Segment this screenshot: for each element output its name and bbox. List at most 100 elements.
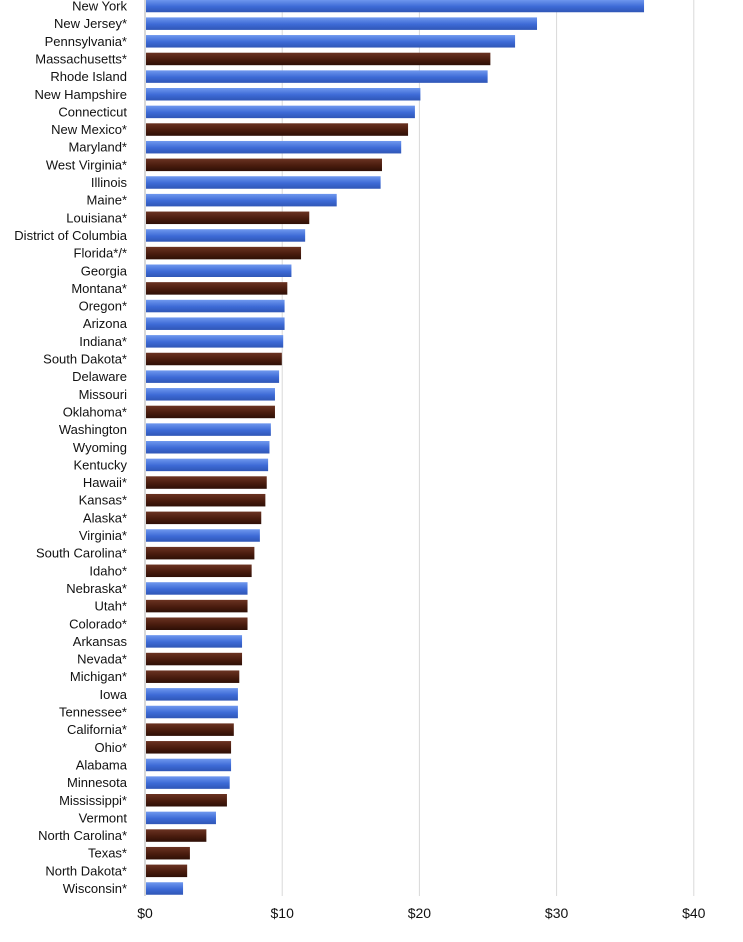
x-tick-label: $40 [682, 905, 706, 921]
bar [146, 370, 280, 383]
bar [146, 35, 516, 48]
category-label: Tennessee* [59, 705, 127, 720]
bar [146, 0, 645, 13]
bar [146, 741, 232, 754]
category-label: Hawaii* [83, 475, 127, 490]
bar [146, 140, 402, 154]
category-label: Virginia* [79, 528, 127, 543]
bar [146, 546, 255, 560]
bar [146, 193, 337, 207]
bar [146, 529, 260, 542]
bar [146, 105, 415, 119]
category-label: Kansas* [79, 493, 127, 508]
category-label: Idaho* [89, 563, 127, 578]
category-label: Missouri [79, 387, 128, 402]
category-label: Maine* [87, 193, 127, 208]
bar [146, 511, 262, 525]
x-axis-tick-labels: $0 $10 $20 $30 $40 [137, 905, 705, 921]
category-label: Utah* [94, 599, 127, 614]
bar [146, 582, 248, 595]
category-label: Illinois [91, 175, 128, 190]
category-label: Florida*/* [74, 246, 127, 261]
category-label: New Hampshire [35, 87, 127, 102]
category-label: Oregon* [79, 299, 127, 314]
category-label: Pennsylvania* [45, 34, 127, 49]
bar [146, 493, 266, 507]
bar [146, 423, 271, 436]
category-label: Louisiana* [66, 210, 127, 225]
category-label: South Carolina* [36, 546, 127, 561]
bar [146, 282, 288, 295]
bar [146, 299, 285, 313]
bar [146, 635, 243, 648]
category-label: Kentucky [74, 457, 128, 472]
bar [146, 352, 282, 366]
bar [146, 829, 207, 842]
category-label: Montana* [71, 281, 127, 296]
x-tick-label: $30 [545, 905, 569, 921]
bar [146, 123, 409, 136]
category-label: Connecticut [58, 104, 127, 119]
x-tick-label: $10 [271, 905, 295, 921]
category-label: Rhode Island [50, 69, 127, 84]
category-label: Arkansas [73, 634, 128, 649]
category-label: District of Columbia [14, 228, 127, 243]
category-label: Massachusetts* [35, 51, 127, 66]
bar [146, 776, 230, 789]
category-label: Nevada* [77, 652, 127, 667]
bar [146, 864, 188, 878]
bars [146, 0, 645, 895]
category-label: Georgia [81, 263, 128, 278]
x-tick-label: $0 [137, 905, 153, 921]
bar [146, 317, 285, 330]
bar [146, 564, 252, 578]
category-label: North Carolina* [38, 828, 127, 843]
bar [146, 458, 269, 472]
bar [146, 688, 238, 701]
category-label: Alaska* [83, 510, 127, 525]
bar [146, 211, 310, 225]
bar [146, 70, 488, 83]
category-label: California* [67, 722, 127, 737]
category-label: Wyoming [73, 440, 127, 455]
category-label: Michigan* [70, 669, 127, 684]
category-label: New York [72, 0, 127, 14]
category-label: Washington [59, 422, 127, 437]
bar [146, 794, 227, 807]
bar [146, 17, 538, 30]
category-label: Delaware [72, 369, 127, 384]
bar [146, 388, 275, 401]
bar [146, 476, 267, 489]
bar [146, 652, 243, 666]
bar [146, 88, 421, 101]
category-label: Alabama [76, 757, 128, 772]
category-label: Texas* [88, 846, 127, 861]
category-label: North Dakota* [45, 863, 127, 878]
category-label: Minnesota [67, 775, 128, 790]
category-label: Mississippi* [59, 793, 127, 808]
bar [146, 670, 240, 683]
bar [146, 246, 302, 260]
x-tick-label: $20 [408, 905, 432, 921]
category-label: South Dakota* [43, 352, 127, 367]
bar [146, 811, 216, 825]
bar [146, 158, 382, 172]
category-label: Indiana* [79, 334, 127, 349]
bar [146, 846, 190, 860]
bar [146, 176, 381, 189]
bar [146, 335, 284, 348]
category-label: Nebraska* [66, 581, 127, 596]
bar [146, 705, 238, 719]
category-label: Wisconsin* [63, 881, 127, 896]
category-label: Oklahoma* [63, 404, 127, 419]
bar [146, 882, 184, 895]
bar [146, 599, 248, 613]
bar [146, 264, 292, 277]
bar [146, 229, 306, 242]
bar [146, 617, 248, 630]
category-label: Iowa [100, 687, 128, 702]
category-label: Arizona [83, 316, 128, 331]
category-label: Vermont [79, 810, 128, 825]
category-label: West Virginia* [46, 157, 127, 172]
